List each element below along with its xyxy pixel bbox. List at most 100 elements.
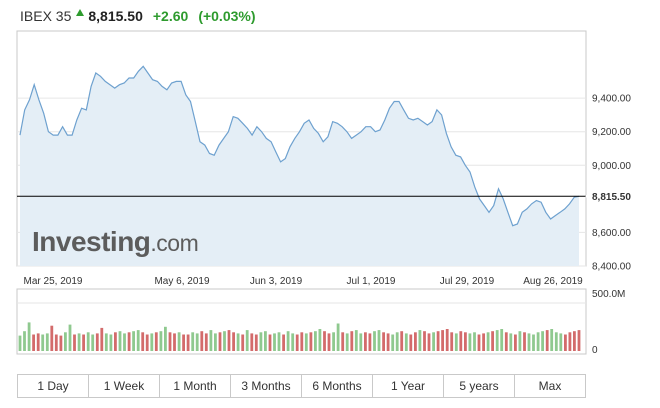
- range-button-6-months[interactable]: 6 Months: [302, 375, 373, 397]
- x-tick-label: Aug 26, 2019: [523, 276, 583, 287]
- volume-bar: [341, 332, 345, 351]
- y-tick-label: 9,200.00: [592, 127, 631, 138]
- y-tick-label: 8,400.00: [592, 262, 631, 273]
- volume-bar: [245, 330, 249, 351]
- volume-bar: [432, 332, 435, 351]
- volume-bar: [518, 331, 522, 351]
- volume-bar: [150, 333, 154, 351]
- volume-bar: [436, 331, 440, 351]
- volume-bar: [209, 330, 213, 351]
- volume-bar: [409, 334, 413, 351]
- range-button-1-year[interactable]: 1 Year: [373, 375, 444, 397]
- volume-bar: [468, 333, 472, 351]
- volume-bar: [323, 331, 326, 351]
- volume-bar: [573, 331, 576, 351]
- volume-bar: [327, 333, 331, 351]
- volume-bar: [41, 334, 45, 351]
- volume-bar: [95, 333, 99, 351]
- volume-bar: [273, 333, 276, 351]
- volume-bar: [445, 329, 449, 351]
- volume-bar: [82, 334, 85, 351]
- volume-bar: [136, 330, 140, 351]
- volume-bar: [123, 333, 126, 351]
- volume-bar: [309, 332, 313, 351]
- volume-bar: [277, 332, 281, 351]
- range-button-1-month[interactable]: 1 Month: [160, 375, 231, 397]
- y-tick-label: 8,600.00: [592, 228, 631, 239]
- volume-bar: [495, 330, 499, 351]
- volume-bar: [141, 332, 145, 351]
- x-tick-label: Jul 29, 2019: [440, 276, 495, 287]
- volume-axis-label-zero: 0: [592, 345, 598, 356]
- volume-bar: [509, 333, 513, 351]
- volume-bar: [386, 333, 390, 351]
- volume-bar: [104, 333, 108, 351]
- range-button-5-years[interactable]: 5 years: [444, 375, 515, 397]
- volume-bar: [50, 325, 54, 351]
- volume-bar: [500, 329, 504, 351]
- investing-logo-watermark: Investing.com: [32, 226, 199, 258]
- volume-bar: [464, 332, 467, 351]
- volume-bar: [532, 334, 535, 351]
- volume-bar: [423, 331, 426, 351]
- volume-bar: [204, 333, 208, 351]
- y-tick-label: 9,400.00: [592, 94, 631, 105]
- volume-bar: [527, 333, 531, 351]
- volume-bar: [86, 332, 90, 351]
- volume-bar: [264, 331, 267, 351]
- volume-bar: [200, 331, 204, 351]
- volume-bar: [259, 332, 263, 351]
- volume-bar: [359, 333, 363, 351]
- volume-bar: [154, 332, 158, 351]
- x-tick-label: May 6, 2019: [154, 276, 209, 287]
- volume-bar: [254, 334, 258, 351]
- price-line-series: [19, 65, 580, 227]
- range-button-max[interactable]: Max: [538, 379, 562, 393]
- volume-bar: [218, 332, 222, 351]
- volume-axis-label-max: 500.0M: [592, 289, 625, 300]
- volume-bar: [132, 331, 135, 351]
- volume-bar: [414, 332, 417, 351]
- quote-header: IBEX 35 8,815.50 +2.60 (+0.03%): [20, 6, 256, 26]
- last-price: 8,815.50: [88, 8, 143, 24]
- volume-bar: [391, 334, 395, 351]
- volume-bar: [73, 334, 76, 351]
- range-button-1-week[interactable]: 1 Week: [89, 375, 160, 397]
- range-button-1-day[interactable]: 1 Day: [18, 375, 89, 397]
- volume-bar: [241, 334, 245, 351]
- volume-bar: [195, 333, 199, 351]
- volume-bar: [268, 334, 272, 351]
- volume-bar: [68, 324, 72, 351]
- volume-bar: [91, 334, 95, 351]
- volume-bar: [395, 332, 399, 351]
- volume-bar: [554, 332, 558, 351]
- volume-bar: [473, 332, 476, 351]
- volume-bar: [336, 323, 340, 351]
- volume-bar: [186, 334, 190, 351]
- volume-bar: [300, 332, 304, 351]
- volume-bar: [482, 333, 485, 351]
- volume-bar: [550, 329, 554, 351]
- volume-bar: [382, 332, 385, 351]
- watermark-brand: Investing: [32, 226, 151, 257]
- volume-bar: [23, 331, 26, 351]
- volume-bar: [486, 332, 490, 351]
- index-name: IBEX 35: [20, 8, 72, 24]
- volume-bar: [368, 333, 372, 351]
- volume-bar: [441, 330, 444, 351]
- volume-bar: [54, 334, 58, 351]
- volume-bar: [504, 332, 508, 351]
- volume-bar: [223, 331, 226, 351]
- volume-bar: [182, 334, 185, 351]
- volume-bar: [145, 334, 149, 351]
- volume-bar: [118, 331, 122, 351]
- volume-bar: [100, 327, 104, 351]
- volume-bar: [545, 330, 549, 351]
- range-button-3-months[interactable]: 3 Months: [231, 375, 302, 397]
- volume-bar: [45, 333, 49, 351]
- volume-bar: [454, 333, 458, 351]
- volume-bar: [477, 334, 481, 351]
- volume-bar: [373, 331, 376, 351]
- volume-bar: [127, 332, 131, 351]
